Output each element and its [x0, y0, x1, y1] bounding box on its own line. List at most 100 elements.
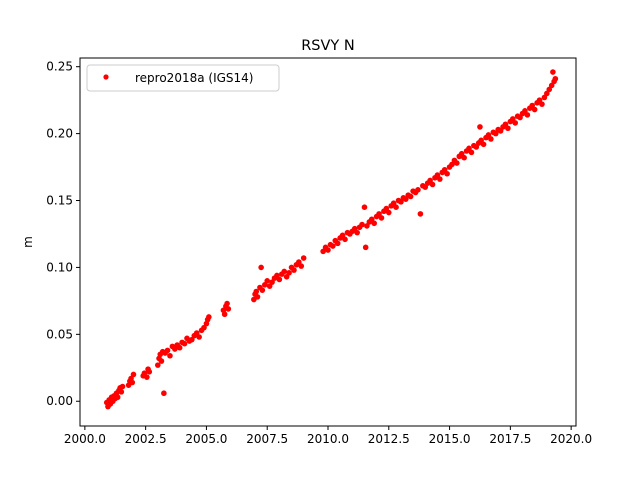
data-point — [264, 278, 271, 284]
data-point — [291, 267, 297, 273]
data-point — [417, 211, 424, 217]
data-point — [201, 324, 207, 331]
data-point — [334, 240, 341, 247]
data-point — [269, 279, 275, 285]
data-point — [485, 132, 492, 138]
data-point — [296, 259, 302, 265]
x-tick-label: 2012.5 — [368, 432, 410, 446]
data-point — [258, 264, 264, 271]
data-point — [118, 389, 125, 395]
x-tick-label: 2005.0 — [185, 432, 227, 446]
data-point — [189, 336, 195, 343]
data-point — [114, 394, 121, 401]
y-axis-ticks: 0.00 0.05 0.10 0.15 0.20 0.25 — [46, 60, 80, 408]
data-point — [546, 86, 553, 93]
data-point — [158, 358, 165, 364]
data-point — [536, 97, 543, 103]
data-point — [512, 120, 519, 126]
data-point — [522, 108, 528, 114]
data-point — [415, 187, 421, 193]
data-point — [478, 137, 484, 144]
y-tick-label: 0.05 — [46, 327, 73, 341]
legend: repro2018a (IGS14) — [86, 64, 280, 92]
data-point — [193, 330, 200, 336]
x-tick-label: 2007.5 — [246, 432, 288, 446]
data-point — [539, 101, 545, 107]
data-point — [422, 184, 429, 190]
data-point — [300, 255, 307, 261]
x-tick-label: 2015.0 — [429, 432, 471, 446]
data-point — [164, 347, 171, 354]
data-point — [497, 128, 504, 134]
x-tick-label: 2010.0 — [307, 432, 349, 446]
data-point — [351, 225, 358, 232]
data-point — [480, 141, 487, 148]
data-point — [492, 130, 499, 137]
data-point — [224, 300, 230, 307]
data-point — [385, 209, 392, 216]
data-point — [172, 346, 178, 352]
y-tick-label: 0.20 — [46, 127, 73, 141]
data-point — [339, 232, 346, 239]
data-point — [371, 220, 377, 227]
data-point — [531, 106, 538, 113]
data-point — [427, 177, 433, 184]
data-point — [259, 287, 266, 293]
data-point — [429, 181, 436, 188]
data-point — [254, 294, 261, 300]
data-point — [364, 223, 370, 229]
legend-marker — [103, 74, 109, 80]
data-point — [342, 236, 348, 243]
data-point — [449, 161, 455, 168]
y-tick-label: 0.15 — [46, 194, 73, 208]
data-point — [225, 306, 232, 312]
data-point — [502, 121, 509, 128]
data-point — [130, 371, 137, 378]
data-point — [466, 145, 472, 152]
data-point — [274, 272, 280, 279]
data-point — [398, 199, 404, 205]
data-point — [541, 94, 548, 101]
y-tick-label: 0.10 — [46, 260, 73, 274]
data-point — [261, 282, 268, 288]
data-point — [146, 369, 153, 375]
data-point — [461, 154, 467, 161]
data-point — [129, 379, 136, 386]
data-point — [253, 288, 260, 295]
data-point — [286, 269, 292, 276]
data-point — [509, 116, 516, 122]
data-point — [458, 150, 465, 157]
data-point — [362, 244, 369, 251]
data-point — [298, 263, 305, 269]
data-point — [403, 196, 409, 202]
data-point — [155, 362, 161, 368]
x-tick-label: 2017.5 — [489, 432, 531, 446]
y-tick-label: 0.00 — [46, 394, 73, 408]
data-point — [161, 390, 167, 397]
data-point — [517, 114, 523, 121]
x-tick-label: 2020.0 — [550, 432, 592, 446]
data-point — [361, 204, 368, 211]
legend-label: repro2018a (IGS14) — [135, 71, 253, 85]
data-point — [354, 229, 360, 236]
data-point — [505, 125, 511, 132]
scatter-points — [103, 69, 559, 410]
data-point — [283, 273, 290, 280]
data-point — [473, 144, 480, 150]
x-tick-label: 2002.5 — [125, 432, 167, 446]
y-axis-label: m — [21, 236, 35, 248]
data-point — [529, 102, 536, 109]
legend-box — [86, 64, 280, 92]
data-point — [167, 352, 173, 359]
data-point — [383, 205, 390, 212]
data-point — [206, 314, 212, 320]
data-point — [524, 112, 531, 118]
data-point — [141, 370, 148, 376]
data-point — [221, 311, 228, 318]
data-point — [266, 283, 273, 289]
data-point — [378, 215, 385, 221]
data-point — [276, 276, 283, 283]
data-point — [376, 211, 382, 217]
data-point — [144, 374, 150, 380]
